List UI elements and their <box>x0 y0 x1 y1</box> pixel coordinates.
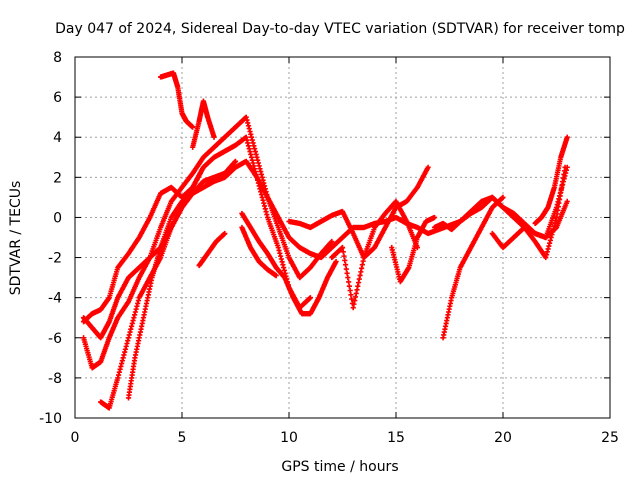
series-track-16 <box>489 164 568 261</box>
y-tick-label: 2 <box>53 170 62 186</box>
data-point <box>333 258 339 265</box>
series-track-7 <box>190 98 217 150</box>
y-tick-label: -6 <box>48 331 62 347</box>
x-tick-label: 25 <box>601 430 619 446</box>
data-point <box>190 124 196 130</box>
y-tick-label: -8 <box>48 371 62 387</box>
series-track-15 <box>431 194 570 241</box>
y-tick-label: -2 <box>48 251 62 267</box>
series-track-14 <box>440 194 506 341</box>
tick-layer: 0 5 10 15 20 25 -10 -8 -6 -4 -2 0 2 4 6 8 <box>39 50 619 446</box>
series-track-12 <box>329 198 420 311</box>
series-track-6 <box>158 70 196 130</box>
data-point <box>500 194 506 200</box>
x-axis-label: GPS time / hours <box>281 459 398 475</box>
y-tick-label: 0 <box>53 210 62 226</box>
data-point <box>232 158 239 164</box>
plot-frame <box>74 56 611 419</box>
series-track-8 <box>196 230 228 269</box>
series-track-10 <box>239 224 279 279</box>
x-tick-label: 15 <box>387 430 405 446</box>
y-tick-label: 8 <box>53 50 62 66</box>
series-track-3 <box>80 164 206 325</box>
series-track-11 <box>286 164 431 261</box>
data-point <box>211 134 217 140</box>
data-point <box>307 295 313 301</box>
y-tick-label: 4 <box>53 130 62 146</box>
series-track-17 <box>532 134 570 227</box>
x-tick-label: 5 <box>178 430 187 446</box>
x-tick-label: 20 <box>494 430 512 446</box>
data-point <box>431 214 438 221</box>
chart-title: Day 047 of 2024, Sidereal Day-to-day VTE… <box>55 21 625 37</box>
y-axis-label: SDTVAR / TECUs <box>8 181 24 296</box>
data-point <box>564 198 570 204</box>
data-point <box>222 230 228 237</box>
x-tick-label: 0 <box>71 430 80 446</box>
y-tick-label: 6 <box>53 90 62 106</box>
data-point <box>329 238 335 245</box>
series-track-9 <box>239 210 339 317</box>
y-tick-label: -10 <box>39 411 62 427</box>
series-track-13 <box>389 214 438 285</box>
x-tick-label: 10 <box>280 430 298 446</box>
series-track-1 <box>80 114 335 371</box>
data-point <box>200 164 206 170</box>
y-tick-label: -4 <box>48 291 62 307</box>
series-track-4 <box>98 158 239 411</box>
data-point <box>425 164 431 170</box>
data-point <box>562 164 568 170</box>
data-point <box>564 134 570 140</box>
data-marks-layer <box>80 70 570 411</box>
data-point <box>273 273 279 279</box>
